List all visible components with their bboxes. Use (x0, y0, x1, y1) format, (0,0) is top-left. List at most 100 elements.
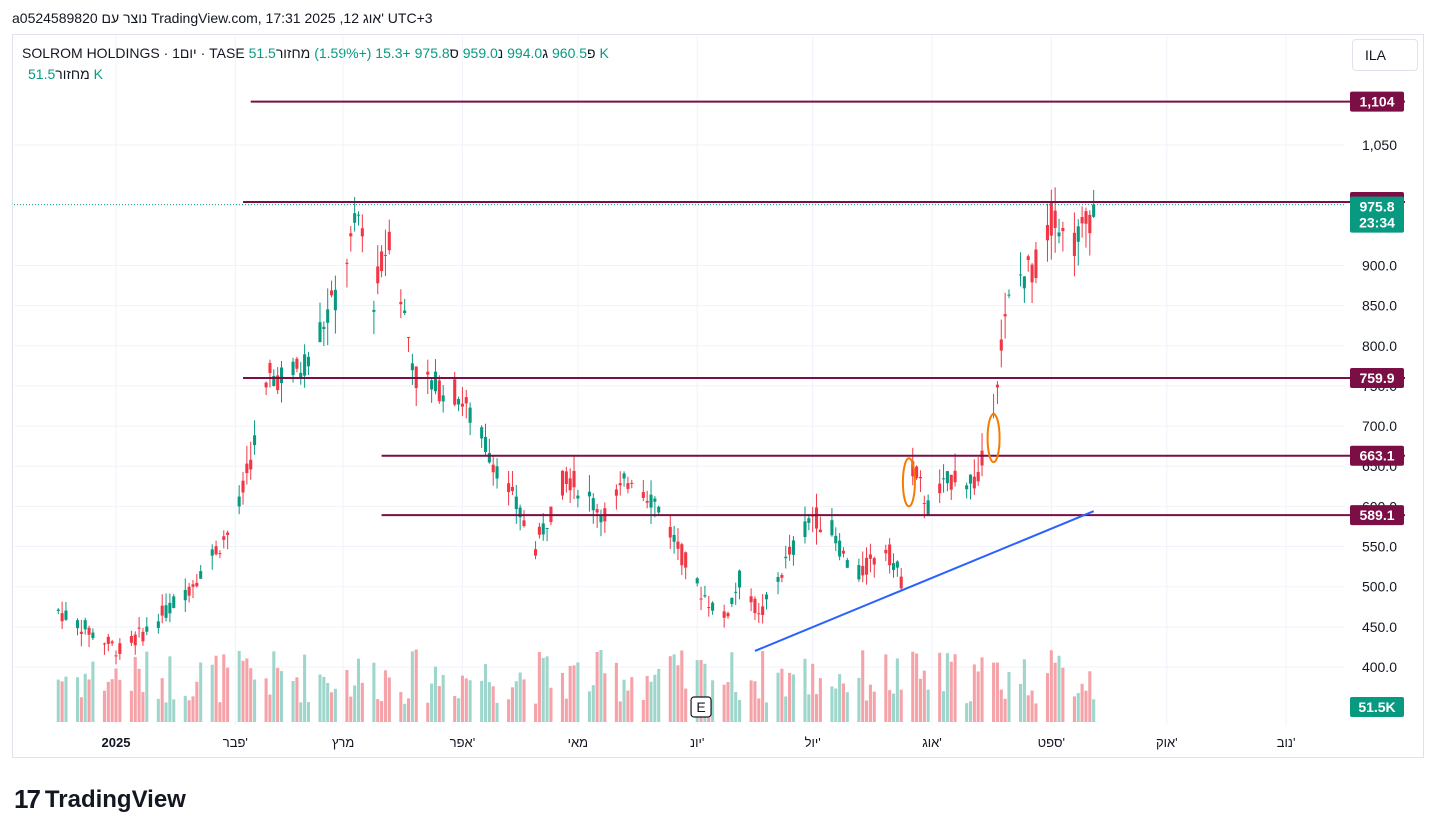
candle-body (622, 473, 626, 479)
candle-body (630, 482, 634, 484)
candle-body (83, 620, 87, 630)
time-axis[interactable]: 2025 פבר' מרץ אפר' מאי יונ' יול' אוג' ספט' אוק' נו… (102, 735, 1296, 750)
volume-bar (360, 682, 364, 722)
volume-bar (780, 668, 784, 722)
candle-body (965, 485, 969, 490)
candle-body (591, 498, 595, 511)
candle-body (106, 636, 110, 644)
candle-body (711, 602, 715, 611)
candle-body (141, 631, 145, 642)
candle-body (303, 354, 307, 376)
symbol-title[interactable]: SOLROM HOLDINGS · 1יום · TASE (22, 45, 245, 61)
candle-body (464, 397, 468, 404)
countdown-label: 23:34 (1359, 215, 1395, 231)
tradingview-logo-word: TradingView (44, 785, 186, 813)
volume-bar (1092, 699, 1096, 722)
volume-bar (253, 679, 257, 722)
drawing-overlays: E (14, 100, 1405, 718)
volume-bar (1007, 672, 1011, 722)
volume-bar (753, 681, 757, 722)
currency-button[interactable]: ILA (1352, 39, 1418, 71)
volume-bar (626, 690, 630, 722)
volume-bar (60, 681, 64, 722)
volume-bar (299, 702, 303, 722)
candle-body (1007, 294, 1011, 296)
candle-body (87, 627, 91, 635)
candle-body (699, 598, 703, 600)
volume-bar (537, 652, 541, 722)
volume-bars (56, 649, 1096, 722)
x-tick-label: 2025 (102, 735, 131, 750)
candle-body (249, 459, 253, 470)
candle-body (657, 506, 661, 513)
candle-body (595, 509, 599, 513)
candle-body (803, 521, 807, 538)
x-tick-label: מרץ (332, 735, 354, 750)
volume-bar (734, 691, 738, 722)
candle-body (241, 480, 245, 493)
candle-body (587, 491, 591, 497)
candle-body (480, 427, 484, 439)
candle-body (195, 582, 199, 587)
volume-bar (518, 672, 522, 722)
candle-body (788, 546, 792, 555)
y-tick-label: 800.0 (1362, 338, 1397, 354)
candle-body (133, 634, 137, 646)
volume-bar (279, 671, 284, 722)
candle-body (191, 584, 195, 587)
level-tag-box (1350, 367, 1404, 388)
volume-bar (330, 692, 334, 722)
volume-bar (372, 662, 376, 722)
volume-bar (87, 679, 91, 722)
candle-body (576, 495, 580, 499)
candle-body (541, 523, 545, 535)
volume-bar (245, 658, 249, 722)
ohlc-legend: SOLROM HOLDINGS · 1יום · TASE פ960.5 ג99… (22, 45, 609, 61)
level-tag-label: 663.1 (1359, 448, 1394, 464)
volume-bar (622, 679, 626, 722)
candle-body (295, 358, 299, 369)
chart-grid (14, 36, 1345, 725)
volume-bar (999, 689, 1003, 722)
volume-bar (938, 652, 942, 722)
volume-bar (965, 703, 969, 722)
volume-bar (587, 691, 591, 722)
volume-bar (356, 658, 361, 722)
candle-body (861, 565, 865, 576)
candle-body (145, 626, 149, 632)
volume-bar (672, 654, 676, 722)
candle-body (1003, 314, 1007, 317)
candle-body (56, 609, 60, 611)
candle-body (684, 552, 688, 568)
candle-body (1076, 226, 1080, 242)
candle-body (322, 326, 326, 330)
tradingview-logo[interactable]: 17 TradingView (14, 784, 186, 815)
volume-bar (349, 696, 353, 722)
candle-body (487, 453, 491, 463)
x-tick-label: יול' (805, 735, 821, 750)
candle-body (137, 627, 141, 629)
volume-bar (1034, 703, 1038, 722)
candle-body (353, 213, 357, 223)
annotation-ellipse (901, 457, 916, 508)
volume-bar (318, 674, 322, 722)
volume-bar (807, 694, 811, 722)
volume-bar (841, 683, 846, 722)
candle-body (110, 641, 114, 644)
candle-body (703, 595, 707, 597)
candle-body (915, 466, 919, 479)
volume-bar (399, 692, 403, 722)
annotation-ellipse (986, 413, 1001, 464)
candle-body (1022, 276, 1026, 289)
volume-legend: מחזור51.5 K (22, 66, 103, 82)
volume-bar (183, 695, 187, 722)
volume-bar (899, 689, 903, 722)
volume-bar (164, 702, 168, 722)
volume-bar (1022, 659, 1026, 722)
volume-bar (83, 673, 87, 722)
volume-bar (618, 701, 622, 722)
candle-body (333, 289, 337, 311)
candle-body (830, 520, 834, 536)
volume-bar (480, 680, 484, 722)
